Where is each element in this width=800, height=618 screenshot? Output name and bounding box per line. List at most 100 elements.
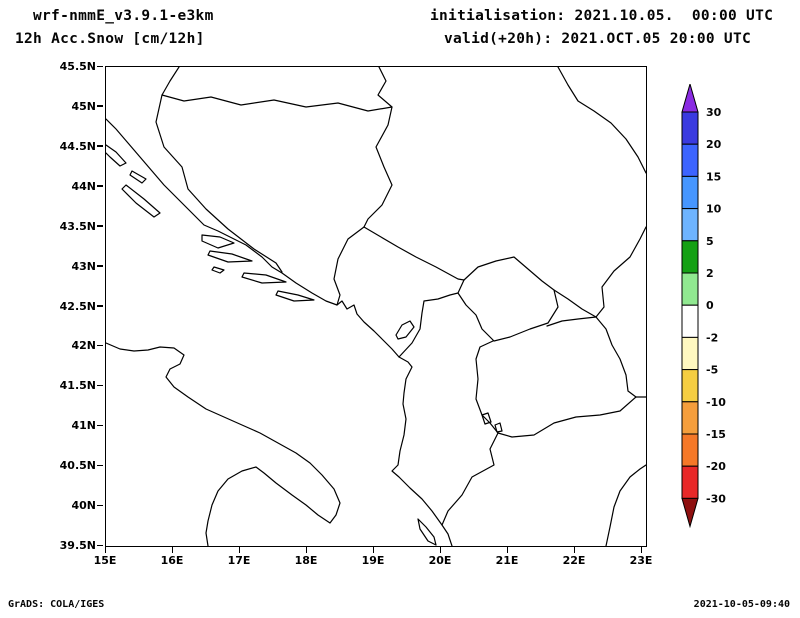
initialisation-time: initialisation: 2021.10.05. 00:00 UTC [430, 8, 774, 24]
colorbar-band-6 [681, 272, 699, 306]
colorbar-band-9 [681, 369, 699, 403]
y-axis-label-44.5N: 44.5N [59, 139, 96, 153]
border-serbia-romania-danube [557, 67, 646, 174]
y-axis-tick [97, 305, 103, 307]
colorbar-band-4 [681, 208, 699, 242]
y-axis-label-42N: 42N [71, 339, 96, 353]
plot-timestamp: 2021-10-05-09:40 [693, 599, 790, 610]
map-coastlines-svg [106, 67, 646, 546]
border-bosnia-serbia-drina [363, 67, 393, 228]
x-axis-tick [372, 547, 374, 553]
colorbar-label-5: 5 [706, 235, 714, 248]
x-axis-label-23E: 23E [629, 554, 653, 567]
border-croatia-bosnia-north [161, 67, 393, 112]
y-axis-tick [97, 145, 103, 147]
y-axis-label-43.5N: 43.5N [59, 219, 96, 233]
y-axis-label-40N: 40N [71, 499, 96, 513]
map-plot-area [105, 66, 647, 547]
y-axis-label-41.5N: 41.5N [59, 379, 96, 393]
x-axis-tick [573, 547, 575, 553]
x-axis-label-22E: 22E [562, 554, 586, 567]
y-axis-tick [97, 504, 103, 507]
colorbar-band-8 [681, 336, 699, 371]
colorbar-label--2: -2 [706, 331, 718, 344]
coastline-adriatic-east [106, 118, 453, 546]
border-kosovo [457, 256, 559, 342]
x-axis-label-19E: 19E [361, 554, 385, 567]
y-axis-label-45.5N: 45.5N [59, 60, 96, 73]
x-axis-label-20E: 20E [428, 554, 452, 567]
x-axis-tick [506, 547, 508, 553]
colorbar-band-12 [681, 465, 699, 499]
colorbar-band-7 [681, 304, 699, 338]
x-axis-tick [640, 547, 642, 553]
x-axis-label-15E: 15E [93, 554, 117, 567]
variable-title: 12h Acc.Snow [cm/12h] [15, 31, 205, 47]
colorbar-label--15: -15 [706, 428, 726, 441]
colorbar-label-2: 2 [706, 267, 714, 280]
y-axis-tick [97, 384, 103, 387]
y-axis-tick [97, 265, 103, 267]
y-axis-label-43N: 43N [71, 259, 96, 273]
valid-time: valid(+20h): 2021.OCT.05 20:00 UTC [444, 31, 752, 47]
x-axis-label-17E: 17E [227, 554, 251, 567]
y-axis-tick [97, 185, 103, 187]
colorbar-label-20: 20 [706, 138, 722, 151]
grads-credit: GrADS: COLA/IGES [8, 599, 105, 610]
coastline-italy [106, 342, 341, 546]
colorbar-label-15: 15 [706, 170, 721, 183]
coastline-greece-thermaic [605, 464, 646, 546]
y-axis-label-42.5N: 42.5N [59, 299, 96, 313]
colorbar-band-5 [681, 240, 699, 274]
y-axis-tick [97, 464, 103, 467]
x-axis-label-18E: 18E [294, 554, 318, 567]
y-axis-label-45N: 45N [71, 99, 96, 113]
x-axis-tick [439, 547, 441, 553]
y-axis-label-44N: 44N [71, 179, 96, 193]
x-axis-tick [305, 547, 307, 553]
colorbar-band-11 [681, 433, 699, 467]
y-axis-tick [97, 65, 103, 67]
colorbar-band-2 [681, 143, 699, 177]
x-axis-tick [104, 547, 106, 553]
y-axis-label-41N: 41N [71, 419, 96, 433]
y-axis-tick [97, 424, 103, 427]
y-axis-tick [97, 225, 103, 227]
border-albania-greece [441, 432, 499, 526]
y-axis-tick [97, 544, 103, 546]
border-macedonia-albania [475, 340, 499, 434]
colorbar-band-10 [681, 401, 699, 435]
y-axis-label-40.5N: 40.5N [59, 459, 96, 473]
colorbar-band-3 [681, 175, 699, 210]
border-macedonia-north [546, 316, 597, 327]
colorbar-label-0: 0 [706, 299, 714, 312]
border-macedonia-bulgaria [595, 316, 637, 398]
colorbar-label-30: 30 [706, 106, 722, 119]
colorbar-label--5: -5 [706, 364, 718, 377]
border-macedonia-greece [497, 396, 637, 438]
border-serbia-bulgaria [553, 226, 646, 318]
adriatic-islands [106, 144, 437, 546]
model-title: wrf-nmmE_v3.9.1-e3km [33, 8, 214, 24]
colorbar-arrow-top [681, 84, 699, 113]
y-axis-tick [97, 344, 103, 347]
x-axis-tick [238, 547, 240, 553]
colorbar-label--10: -10 [706, 396, 726, 409]
colorbar-label--20: -20 [706, 460, 726, 473]
y-axis-label-39.5N: 39.5N [59, 539, 96, 552]
border-bosnia-montenegro [333, 226, 365, 306]
x-axis-label-16E: 16E [160, 554, 184, 567]
lakes [395, 320, 503, 433]
colorbar-arrow-bottom [681, 497, 699, 529]
border-montenegro-albania [398, 292, 459, 358]
y-axis-tick [97, 105, 103, 107]
x-axis-tick [171, 547, 173, 553]
colorbar-band-1 [681, 111, 699, 145]
border-croatia-bosnia-west [155, 94, 283, 273]
colorbar-label--30: -30 [706, 492, 726, 505]
colorbar-label-10: 10 [706, 203, 722, 216]
x-axis-label-21E: 21E [495, 554, 519, 567]
border-montenegro-serbia [363, 226, 465, 281]
